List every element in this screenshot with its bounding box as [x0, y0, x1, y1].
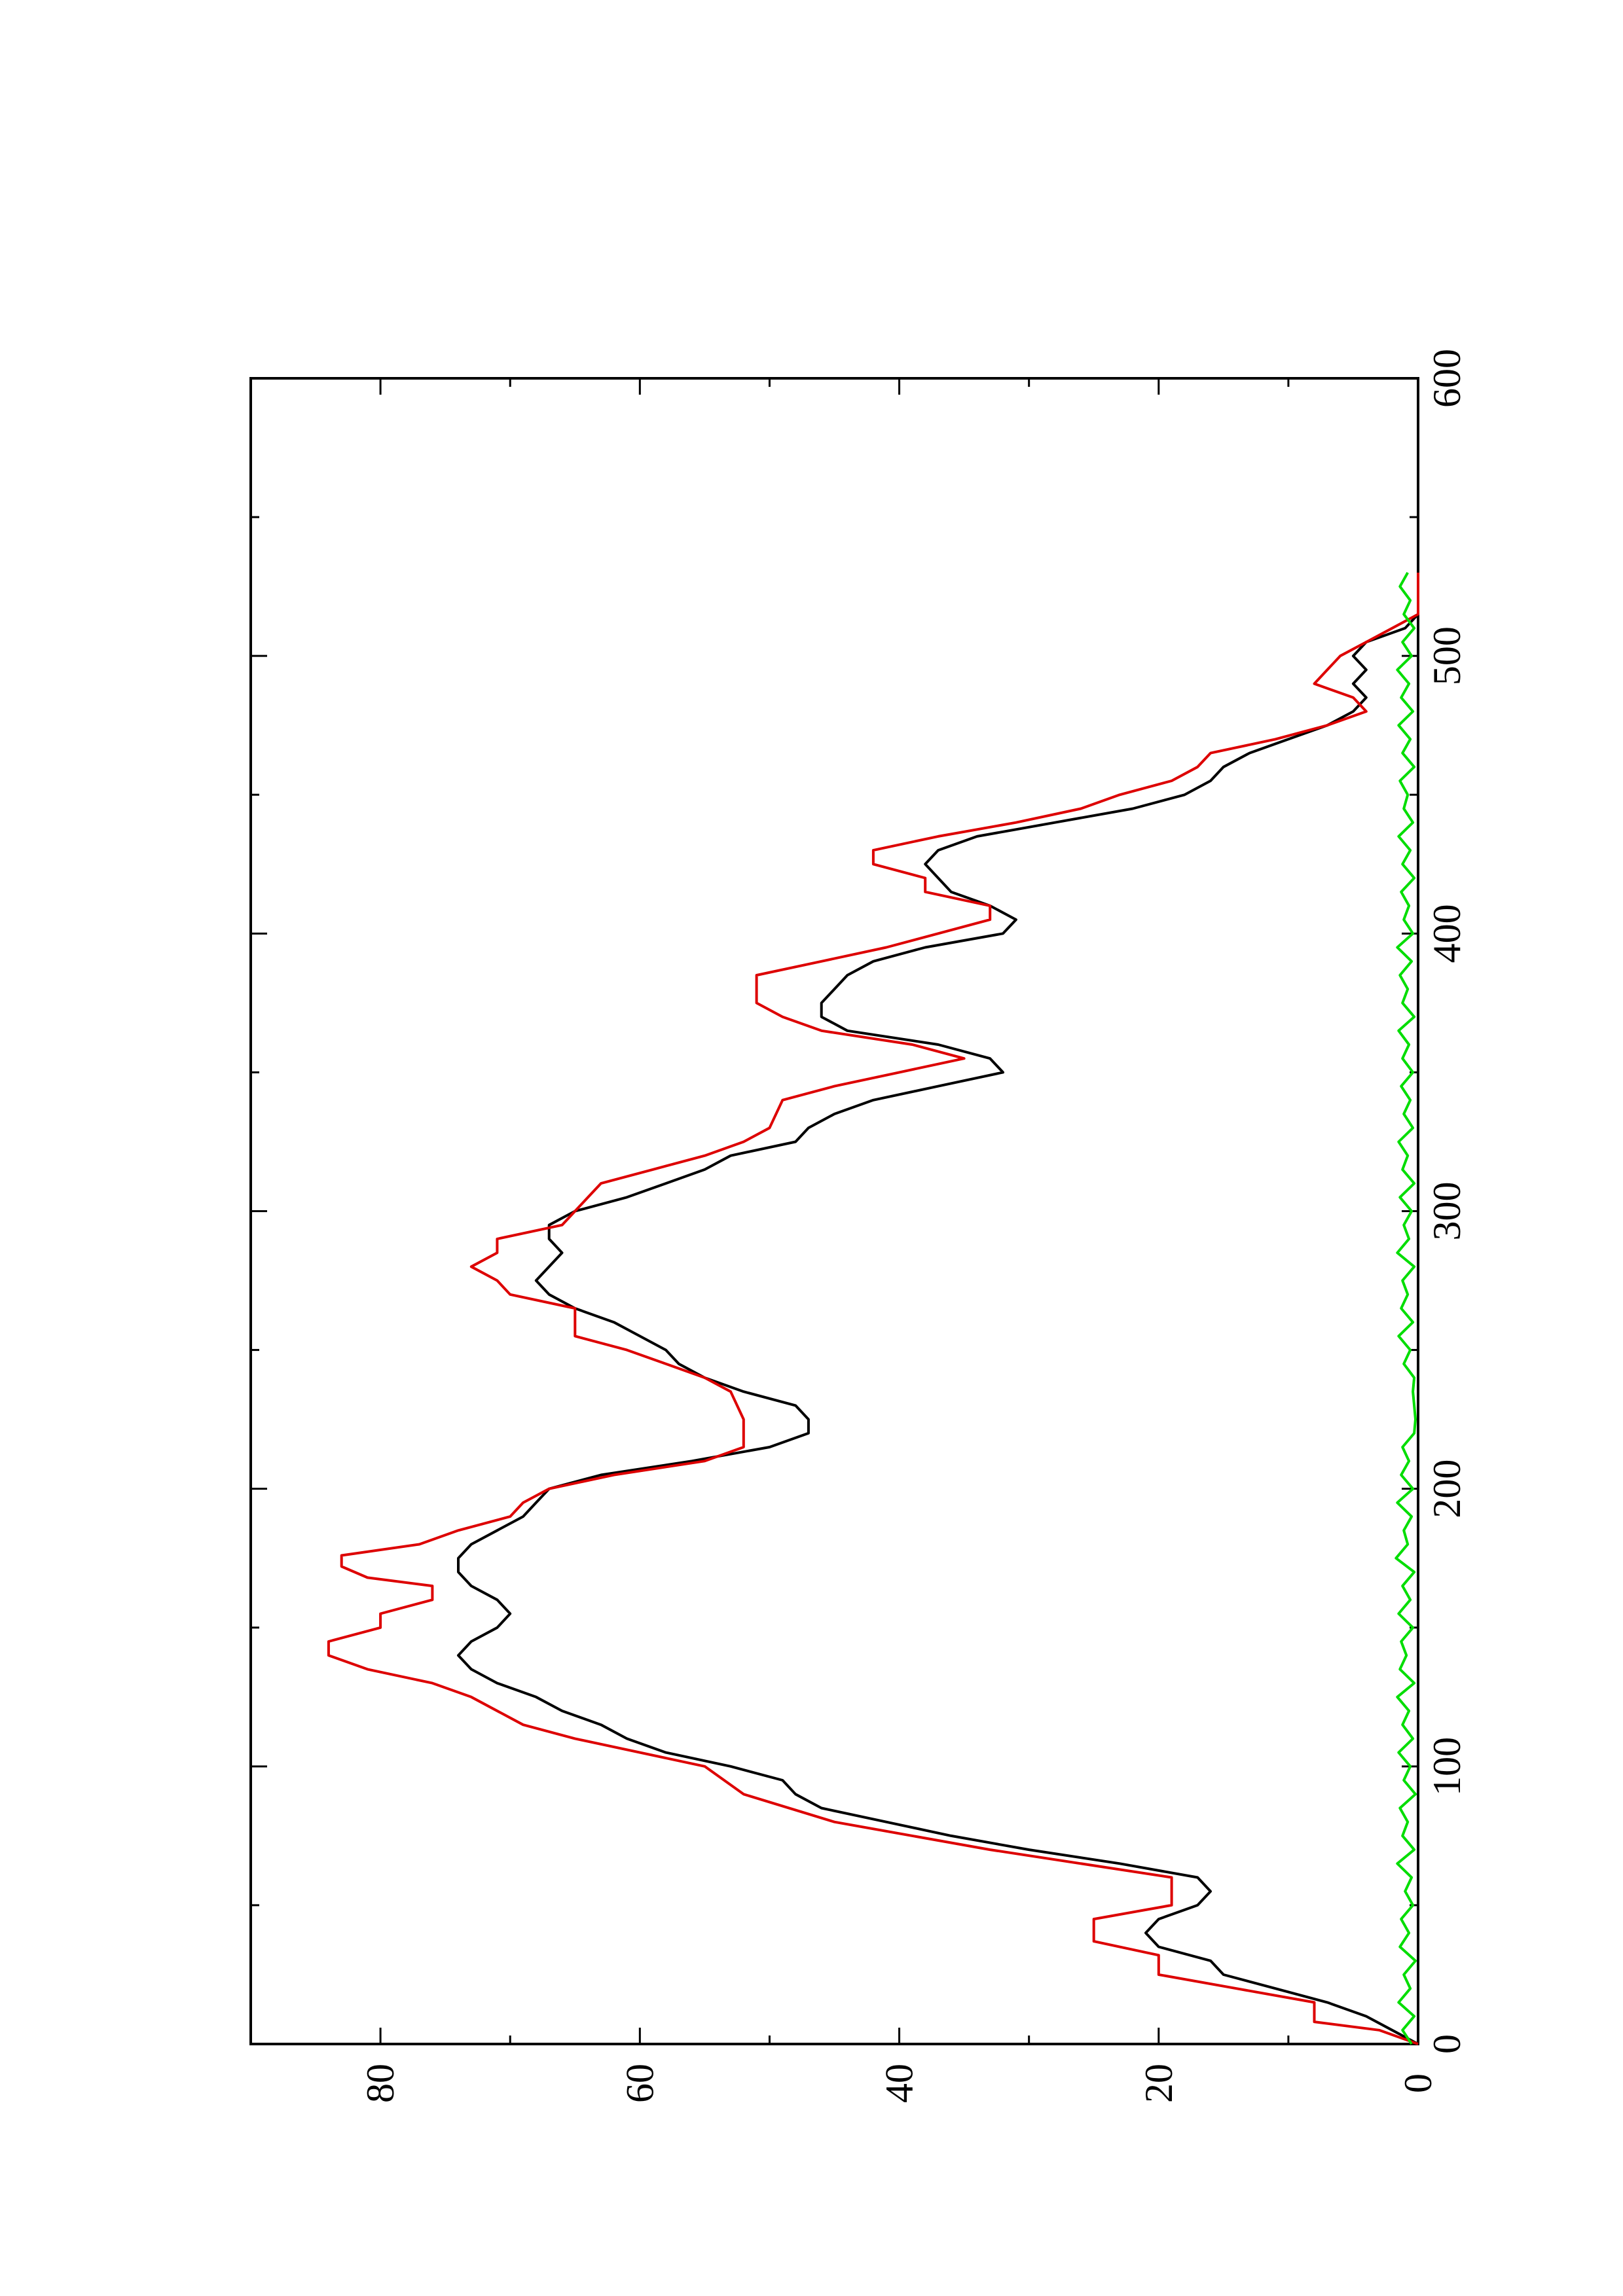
x-tick-label: 300 — [1425, 1182, 1468, 1241]
y-tick-label: 0 — [1396, 2073, 1440, 2093]
x-tick-label: 500 — [1425, 626, 1468, 685]
x-tick-label: 200 — [1425, 1460, 1468, 1518]
x-tick-label: 400 — [1425, 904, 1468, 963]
x-tick-label: 0 — [1425, 2034, 1468, 2054]
y-tick-label: 40 — [878, 2064, 921, 2103]
plot-frame-rect — [249, 377, 1419, 2045]
x-tick-label: 600 — [1425, 349, 1468, 408]
series-line-green — [1395, 571, 1417, 2045]
series-lines — [327, 571, 1419, 2045]
axis-ticks — [251, 377, 1419, 2045]
y-tick-label: 60 — [618, 2064, 661, 2103]
series-line-red — [327, 572, 1419, 2045]
y-tick-label: 80 — [359, 2064, 402, 2103]
y-tick-label: 20 — [1137, 2064, 1180, 2103]
tick-labels: 0 100 200 300 400 500 600 0 20 40 60 80 — [359, 349, 1468, 2103]
series-line-black — [457, 572, 1419, 2045]
x-tick-label: 100 — [1425, 1737, 1468, 1796]
plot-frame — [249, 377, 1419, 2045]
